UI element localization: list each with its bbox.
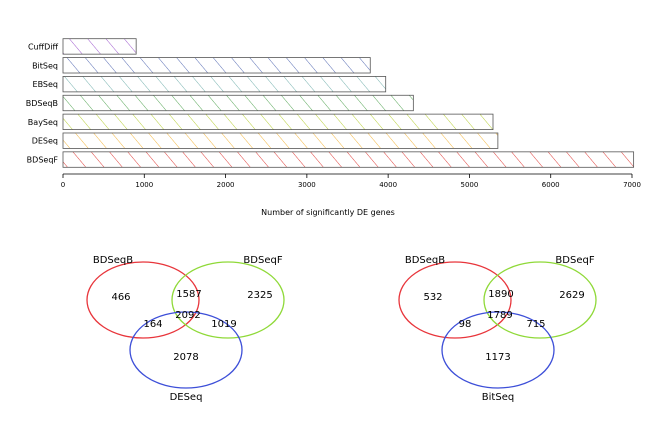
category-label: BDSeqB [26, 99, 58, 108]
x-tick-label: 5000 [461, 181, 479, 189]
x-tick-label: 1000 [135, 181, 153, 189]
category-label: BitSeq [32, 61, 58, 70]
set-name-label: BitSeq [482, 392, 514, 403]
bar-bayseq [62, 113, 494, 130]
bars-layer [62, 38, 635, 168]
bar-ebseq [62, 76, 387, 93]
category-label: EBSeq [33, 80, 58, 89]
region-count-ac: 98 [459, 319, 472, 330]
set-deseq-circle [129, 311, 243, 389]
venn-diagram-1: BDSeqB BDSeqF DESeq 466 2325 2078 1587 164 1019 2… [86, 255, 285, 403]
region-count-abc: 1789 [487, 310, 512, 321]
bar-cuffdiff [62, 38, 137, 55]
region-count-ac: 164 [143, 319, 162, 330]
category-label: BaySeq [28, 118, 58, 127]
region-count-c-only: 2078 [173, 352, 198, 363]
region-count-c-only: 1173 [485, 352, 510, 363]
x-tick-label: 6000 [542, 181, 560, 189]
bar-bdseqf [62, 151, 635, 168]
set-bdseqf-circle [483, 261, 597, 339]
region-count-bc: 715 [526, 319, 545, 330]
bar-deseq [62, 132, 499, 149]
set-bitseq-circle [441, 311, 555, 389]
x-axis-label: Number of significantly DE genes [261, 208, 395, 217]
x-tick-label: 0 [61, 181, 65, 189]
category-label: BDSeqF [27, 156, 59, 165]
set-name-label: BDSeqF [555, 255, 594, 266]
set-bdseqb-circle [398, 261, 512, 339]
set-bdseqb-circle [86, 261, 200, 339]
category-label: CuffDiff [28, 42, 59, 51]
bar-chart: CuffDiff BitSeq EBSeq BDSeqB BaySeq DESeq BDSe… [26, 38, 641, 217]
bar-bdseqb [62, 94, 414, 112]
region-count-bc: 1019 [211, 319, 236, 330]
region-count-abc: 2092 [175, 310, 200, 321]
set-name-label: BDSeqB [405, 255, 445, 266]
x-axis: 0 1000 2000 3000 4000 5000 6000 7000 [61, 173, 641, 189]
region-count-b-only: 2325 [247, 290, 272, 301]
x-tick-label: 4000 [379, 181, 397, 189]
x-tick-label: 2000 [217, 181, 235, 189]
bar-bitseq [62, 57, 371, 74]
set-name-label: BDSeqB [93, 255, 133, 266]
x-tick-label: 3000 [298, 181, 316, 189]
region-count-a-only: 466 [111, 292, 130, 303]
set-bdseqf-circle [171, 261, 285, 339]
region-count-ab: 1890 [488, 289, 513, 300]
region-count-b-only: 2629 [559, 290, 584, 301]
category-label: DESeq [32, 137, 58, 146]
region-count-a-only: 532 [423, 292, 442, 303]
region-count-ab: 1587 [176, 289, 201, 300]
venn-diagram-2: BDSeqB BDSeqF BitSeq 532 2629 1173 1890 98 715 17… [398, 255, 597, 403]
set-name-label: DESeq [170, 392, 203, 403]
set-name-label: BDSeqF [243, 255, 282, 266]
category-labels: CuffDiff BitSeq EBSeq BDSeqB BaySeq DESeq BDSe… [26, 42, 59, 164]
x-tick-label: 7000 [623, 181, 641, 189]
